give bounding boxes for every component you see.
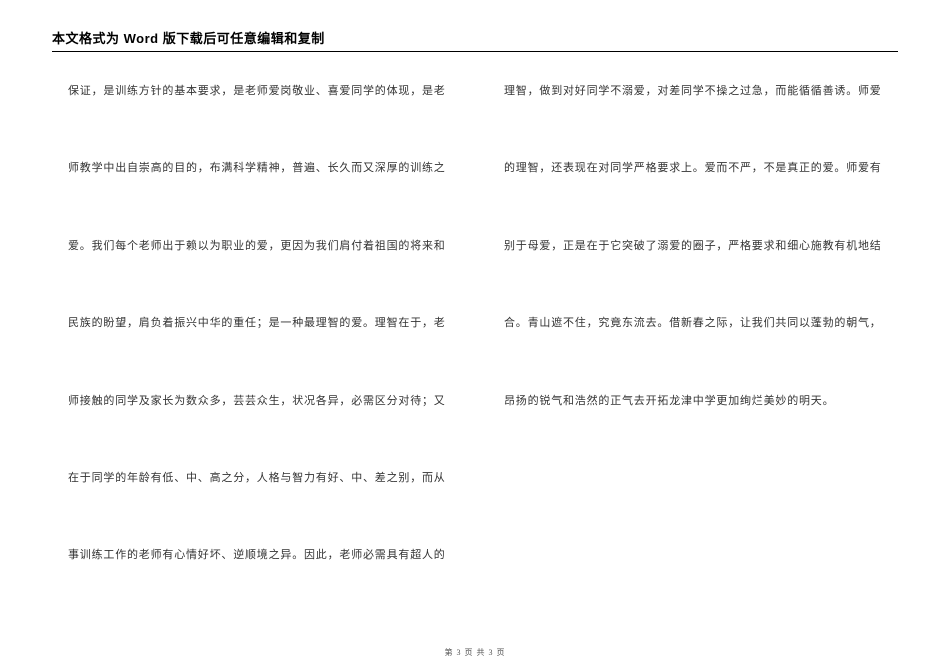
body-line: 保证，是训练方针的基本要求，是老师爱岗敬业、喜爱同学的体现，是老 <box>52 84 446 99</box>
body-line: 师教学中出自崇高的目的，布满科学精神，普遍、长久而又深厚的训练之 <box>52 161 446 176</box>
body-line: 合。青山遮不住，究竟东流去。借新春之际，让我们共同以蓬勃的朝气， <box>504 316 898 331</box>
body-line: 的理智，还表现在对同学严格要求上。爱而不严，不是真正的爱。师爱有 <box>504 161 898 176</box>
two-column-body: 保证，是训练方针的基本要求，是老师爱岗敬业、喜爱同学的体现，是老 师教学中出自崇… <box>52 84 898 626</box>
body-line: 昂扬的锐气和浩然的正气去开拓龙津中学更加绚烂美妙的明天。 <box>504 394 898 409</box>
body-line: 师接触的同学及家长为数众多，芸芸众生，状况各异，必需区分对待；又 <box>52 394 446 409</box>
body-line: 事训练工作的老师有心情好坏、逆顺境之异。因此，老师必需具有超人的 <box>52 548 446 563</box>
body-line: 在于同学的年龄有低、中、高之分，人格与智力有好、中、差之别，而从 <box>52 471 446 486</box>
left-column: 保证，是训练方针的基本要求，是老师爱岗敬业、喜爱同学的体现，是老 师教学中出自崇… <box>52 84 446 626</box>
document-page: 本文格式为 Word 版下载后可任意编辑和复制 保证，是训练方针的基本要求，是老… <box>0 0 950 626</box>
body-line: 理智，做到对好同学不溺爱，对差同学不操之过急，而能循循善诱。师爱 <box>504 84 898 99</box>
body-line: 爱。我们每个老师出于赖以为职业的爱，更因为我们肩付着祖国的将来和 <box>52 239 446 254</box>
right-column: 理智，做到对好同学不溺爱，对差同学不操之过急，而能循循善诱。师爱 的理智，还表现… <box>504 84 898 626</box>
page-header-title: 本文格式为 Word 版下载后可任意编辑和复制 <box>52 28 898 52</box>
body-line: 民族的盼望，肩负着振兴中华的重任；是一种最理智的爱。理智在于，老 <box>52 316 446 331</box>
body-line: 别于母爱，正是在于它突破了溺爱的圈子，严格要求和细心施教有机地结 <box>504 239 898 254</box>
page-footer: 第 3 页 共 3 页 <box>0 647 950 658</box>
